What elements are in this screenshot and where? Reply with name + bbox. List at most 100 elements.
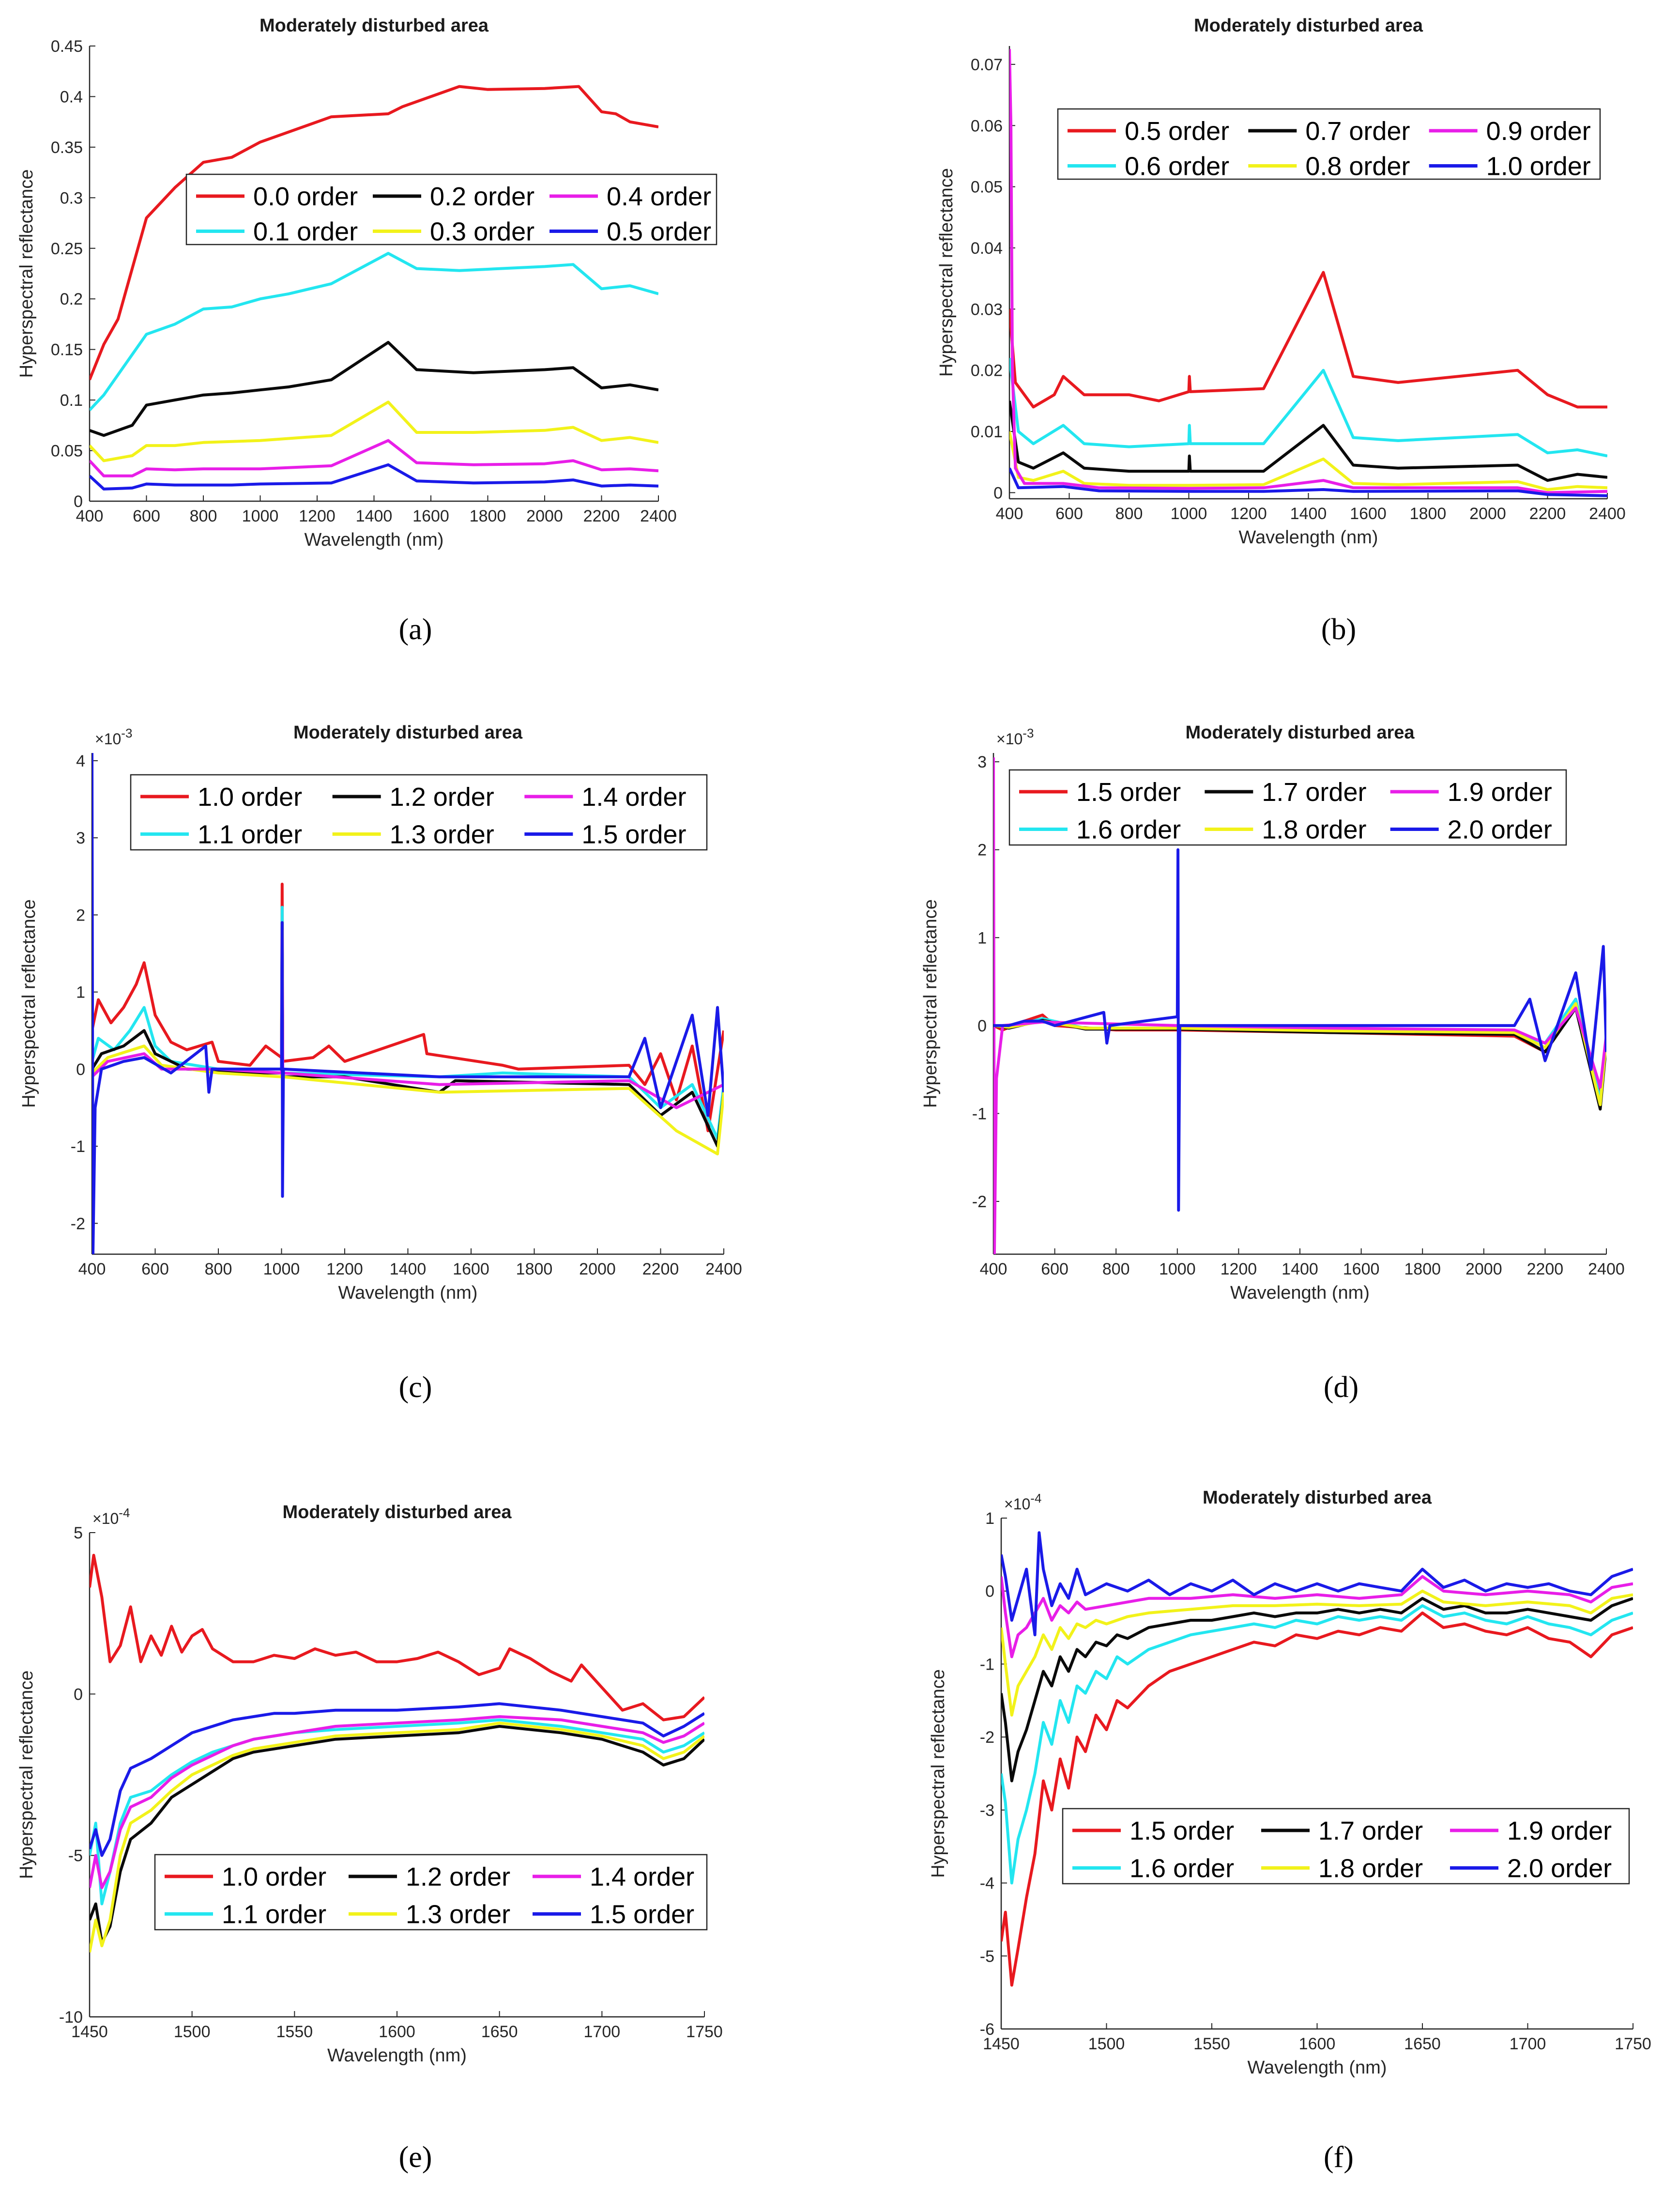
legend-box [154,1854,708,1931]
series-line-2-0-order [1001,1531,1633,1637]
x-tick-label: 2400 [640,507,677,525]
y-axis-multiplier-exponent: -4 [1030,1491,1041,1505]
panel-caption: (f) [1324,2141,1354,2174]
series-line-1-5-order [993,998,1606,1098]
x-tick-label: 1000 [1159,1260,1196,1278]
legend-entry: 1.5 order [1130,1816,1234,1845]
legend-entry: 1.5 order [1076,778,1181,807]
series-line-0-7-order [1009,400,1607,482]
series-line-1-5-order [90,1702,704,1857]
y-tick-label: 0.25 [51,240,83,258]
series-line-2-0-order [993,848,1606,1212]
x-tick-label: 1700 [584,2023,621,2041]
y-tick-label: 1 [985,1509,994,1528]
y-tick-label: 0.01 [971,423,1003,441]
series-line-1-0-order [92,882,724,1133]
legend-entry: 1.1 order [222,1900,326,1929]
y-axis-multiplier-exponent: -4 [119,1505,130,1520]
y-axis-label: Hyperspectral reflectance [19,899,39,1108]
x-tick-label: 2200 [1527,1260,1564,1278]
y-tick-label: 4 [76,752,85,770]
legend-entry: 1.9 order [1448,778,1552,807]
y-tick-label: -3 [980,1801,994,1820]
y-axis-multiplier: ×10-3 [996,726,1034,748]
series-line-1-8-order [1001,1589,1633,1717]
y-axis-label: Hyperspectral reflectance [920,899,941,1108]
series-line-1-6-order [993,998,1606,1102]
x-tick-label: 1400 [356,507,393,525]
chart-title: Moderately disturbed area [259,15,489,36]
panel-f: 1450 1500 1550 1600 1650 1700 1750 -6 -5 -4 -3 -2 -1… [928,1488,1651,2174]
y-tick-label: 0.2 [60,290,83,308]
series-line-0-8-order [1009,431,1607,491]
y-tick-label: 0 [977,1017,987,1035]
x-tick-label: 1650 [1404,2035,1441,2053]
x-tick-label: 600 [1041,1260,1068,1278]
legend-box [1008,769,1567,846]
x-tick-label: 2200 [583,507,620,525]
legend-entry: 1.8 order [1318,1854,1423,1883]
series-group [1009,49,1607,497]
legend-entry: 0.0 order [253,182,358,211]
series-line-1-4-order [90,1715,704,1889]
x-tick-label: 2400 [1589,505,1626,523]
y-tick-label: 0.35 [51,138,83,157]
panel-caption: (e) [399,2141,432,2174]
series-line-0-5-order [90,463,658,491]
series-line-0-6-order [1009,358,1607,458]
x-tick-label: 600 [1055,505,1083,523]
legend-entry: 1.9 order [1507,1816,1612,1845]
series-line-0-0-order [90,85,658,381]
x-tick-label: 1600 [453,1260,489,1278]
legend-entry: 2.0 order [1507,1854,1612,1883]
x-tick-label: 2400 [705,1260,742,1278]
chart-title: Moderately disturbed area [1185,722,1415,743]
x-tick-label: 600 [141,1260,169,1278]
x-tick-label: 1800 [470,507,506,525]
x-tick-label: 1450 [71,2023,108,2041]
series-line-0-9-order [1009,49,1607,494]
x-tick-label: 1600 [379,2023,415,2041]
chart-title: Moderately disturbed area [282,1502,512,1522]
y-tick-label: 0.03 [971,300,1003,319]
legend-entry: 0.6 order [1125,152,1229,181]
series-group [90,1553,704,1953]
legend-entry: 0.3 order [430,217,534,246]
y-axis-multiplier: ×10-4 [1004,1491,1041,1513]
y-tick-label: 0.07 [971,56,1003,74]
x-axis-label: Wavelength (nm) [1239,527,1378,548]
legend-box [130,774,708,851]
panel-a: 400 600 800 1000 1200 1400 1600 1800 2000 2200 240… [16,15,717,646]
legend-entry: 1.0 order [198,783,302,812]
y-tick-label: 3 [76,829,85,847]
y-tick-label: 0 [74,492,83,511]
x-tick-label: 1200 [326,1260,363,1278]
series-line-0-5-order [1009,271,1607,409]
y-tick-label: 2 [76,906,85,924]
legend-entry: 1.0 order [222,1862,326,1891]
x-axis-label: Wavelength (nm) [1248,2058,1387,2078]
series-line-1-7-order [1001,1597,1633,1782]
y-axis-multiplier-exponent: -3 [121,726,132,740]
y-axis-label: Hyperspectral reflectance [928,1669,948,1878]
y-tick-label: 0 [993,484,1003,502]
panel-b: 400 600 800 1000 1200 1400 1600 1800 2000 2200 240… [936,15,1626,646]
series-line-0-4-order [90,439,658,477]
x-tick-label: 800 [205,1260,232,1278]
x-tick-label: 1200 [1221,1260,1257,1278]
x-tick-label: 2000 [526,507,563,525]
x-tick-label: 2200 [642,1260,679,1278]
y-axis-label: Hyperspectral reflectance [16,1671,37,1879]
panel-d: 400 600 800 1000 1200 1400 1600 1800 2000 2200 240… [920,722,1625,1404]
legend-entry: 0.4 order [607,182,711,211]
y-tick-label: 0.45 [51,37,83,56]
legend-entry: 1.2 order [390,783,494,812]
y-tick-label: 1 [977,929,987,947]
legend-entry: 1.7 order [1318,1816,1423,1845]
x-tick-label: 1600 [1299,2035,1336,2053]
x-tick-label: 2200 [1529,505,1566,523]
legend-entry: 1.1 order [198,820,302,849]
x-tick-label: 1600 [1343,1260,1380,1278]
panel-caption: (b) [1321,613,1356,646]
